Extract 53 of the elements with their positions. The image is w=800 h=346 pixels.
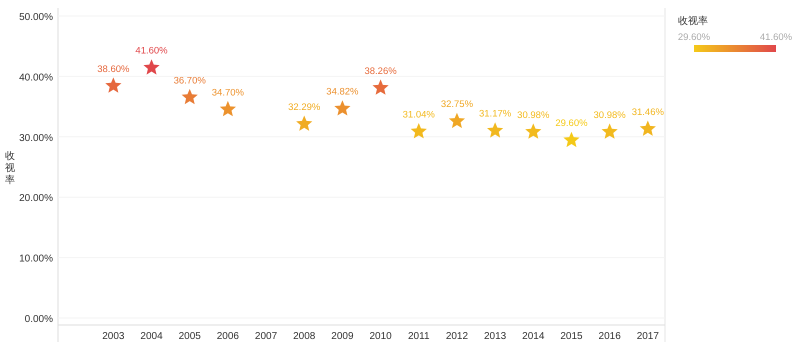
data-label: 29.60% xyxy=(555,118,588,130)
color-bar-title: 收视率 xyxy=(5,151,15,186)
y-tick-label: 10.00% xyxy=(19,254,54,265)
data-label: 32.29% xyxy=(288,102,321,113)
x-tick-label: 2003 xyxy=(102,331,125,342)
x-tick-label: 2016 xyxy=(598,331,622,342)
point xyxy=(602,123,618,139)
data-label: 36.70% xyxy=(174,75,206,86)
point xyxy=(334,100,350,116)
point xyxy=(525,123,542,139)
x-tick-label: 2008 xyxy=(293,331,316,342)
data-label: 31.17% xyxy=(479,108,512,120)
data-label: 38.60% xyxy=(97,64,130,75)
x-tick-label: 2007 xyxy=(254,331,278,342)
point xyxy=(143,59,160,75)
x-tick-label: 2011 xyxy=(408,331,430,342)
y-tick-label: 50.00% xyxy=(19,12,54,23)
x-tick-label: 2010 xyxy=(369,331,392,342)
color-bar-label: 41.60% xyxy=(760,32,793,43)
data-label: 32.75% xyxy=(440,99,474,110)
point xyxy=(220,100,236,116)
point xyxy=(410,123,427,138)
y-axis-title: 收视率 xyxy=(678,15,708,27)
x-tick-label: 2009 xyxy=(331,331,354,342)
point xyxy=(182,88,198,104)
data-label: 34.70% xyxy=(212,87,245,98)
data-label: 31.46% xyxy=(632,106,664,118)
data-label: 34.82% xyxy=(326,86,360,98)
x-tick-label: 2017 xyxy=(636,331,660,342)
point xyxy=(296,115,312,131)
data-label: 30.98% xyxy=(517,110,550,121)
data-label: 31.04% xyxy=(402,110,436,121)
data-label: 41.60% xyxy=(135,46,168,57)
point xyxy=(563,132,580,148)
x-tick-label: 2005 xyxy=(178,331,202,342)
y-tick-label: 20.00% xyxy=(19,193,54,204)
y-tick-label: 40.00% xyxy=(19,72,54,84)
x-tick-label: 2014 xyxy=(522,331,545,342)
point xyxy=(105,77,122,93)
data-label: 30.98% xyxy=(594,110,626,121)
x-tick-label: 2013 xyxy=(484,331,507,342)
x-tick-label: 2004 xyxy=(140,331,164,342)
point xyxy=(487,122,504,138)
point xyxy=(448,112,466,128)
data-label: 38.26% xyxy=(364,66,398,77)
y-tick-label: 0.00% xyxy=(24,314,54,325)
x-tick-label: 2012 xyxy=(446,331,468,342)
x-tick-label: 2006 xyxy=(216,331,240,342)
x-tick-label: 2015 xyxy=(560,331,584,342)
point xyxy=(640,120,656,136)
point xyxy=(372,79,389,95)
color-bar-label: 29.60% xyxy=(678,32,711,43)
y-tick-label: 30.00% xyxy=(19,132,54,144)
